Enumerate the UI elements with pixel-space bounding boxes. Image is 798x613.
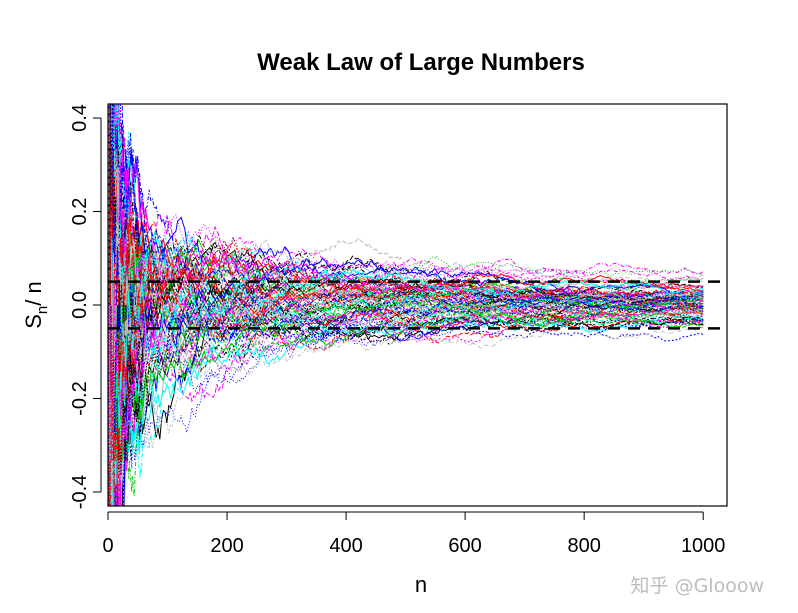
x-axis: 0 200 400 600 800 1000 [102,511,726,557]
x-tick-label: 400 [329,535,362,557]
series-line [108,104,704,506]
y-axis: -0.4 -0.2 0.0 0.2 0.4 [69,104,102,509]
x-tick-label: 600 [448,535,481,557]
series-line [108,289,704,506]
y-tick-label: 0.4 [69,104,91,132]
series-line [108,104,704,310]
reference-lines [108,280,727,330]
y-tick-label: 0.0 [69,291,91,319]
y-axis-label-sub: n [34,306,51,314]
series-line [108,211,704,506]
series-line [108,291,704,506]
y-tick-label: 0.2 [69,198,91,226]
y-axis-label-tail: / n [21,281,46,305]
series-line [108,221,704,506]
y-tick-label: -0.2 [69,381,91,415]
watermark: 知乎 @Glooow [630,575,764,597]
chart-title: Weak Law of Large Numbers [257,49,585,76]
plot-area [107,103,728,507]
series-line [111,267,704,506]
series-line [118,104,704,403]
series-line [113,282,704,506]
series-line [108,219,704,506]
series-line [109,104,704,318]
series-line [109,279,704,506]
y-tick-label: -0.4 [69,475,91,509]
series-line [109,201,704,506]
series-line [108,104,704,506]
series-line [108,104,704,461]
series-line [109,104,704,357]
series-line [108,104,704,376]
x-tick-label: 1000 [681,535,726,557]
series-line [108,104,704,506]
y-axis-label: Sn/ n [21,281,51,329]
series-line [108,167,704,506]
series-line [110,231,704,506]
series-line [113,301,704,506]
x-tick-label: 800 [567,535,600,557]
series-line [111,275,704,506]
series-group [108,104,704,506]
series-line [108,193,704,506]
series-line [108,104,704,481]
series-line [110,268,704,506]
series-line [108,104,704,461]
x-axis-label: n [415,572,427,597]
series-line [108,266,704,506]
series-line [108,104,704,506]
series-line [108,104,704,506]
plot-frame [107,103,728,507]
series-line [109,231,704,506]
x-tick-label: 200 [210,535,243,557]
x-tick-label: 0 [102,535,113,557]
series-line [108,104,704,506]
series-line [108,211,704,506]
series-line [108,104,704,427]
series-line [108,104,704,461]
series-line [109,286,704,506]
series-line [109,254,704,506]
series-line [108,129,704,506]
y-axis-label-main: S [21,314,46,329]
series-line [108,149,704,506]
